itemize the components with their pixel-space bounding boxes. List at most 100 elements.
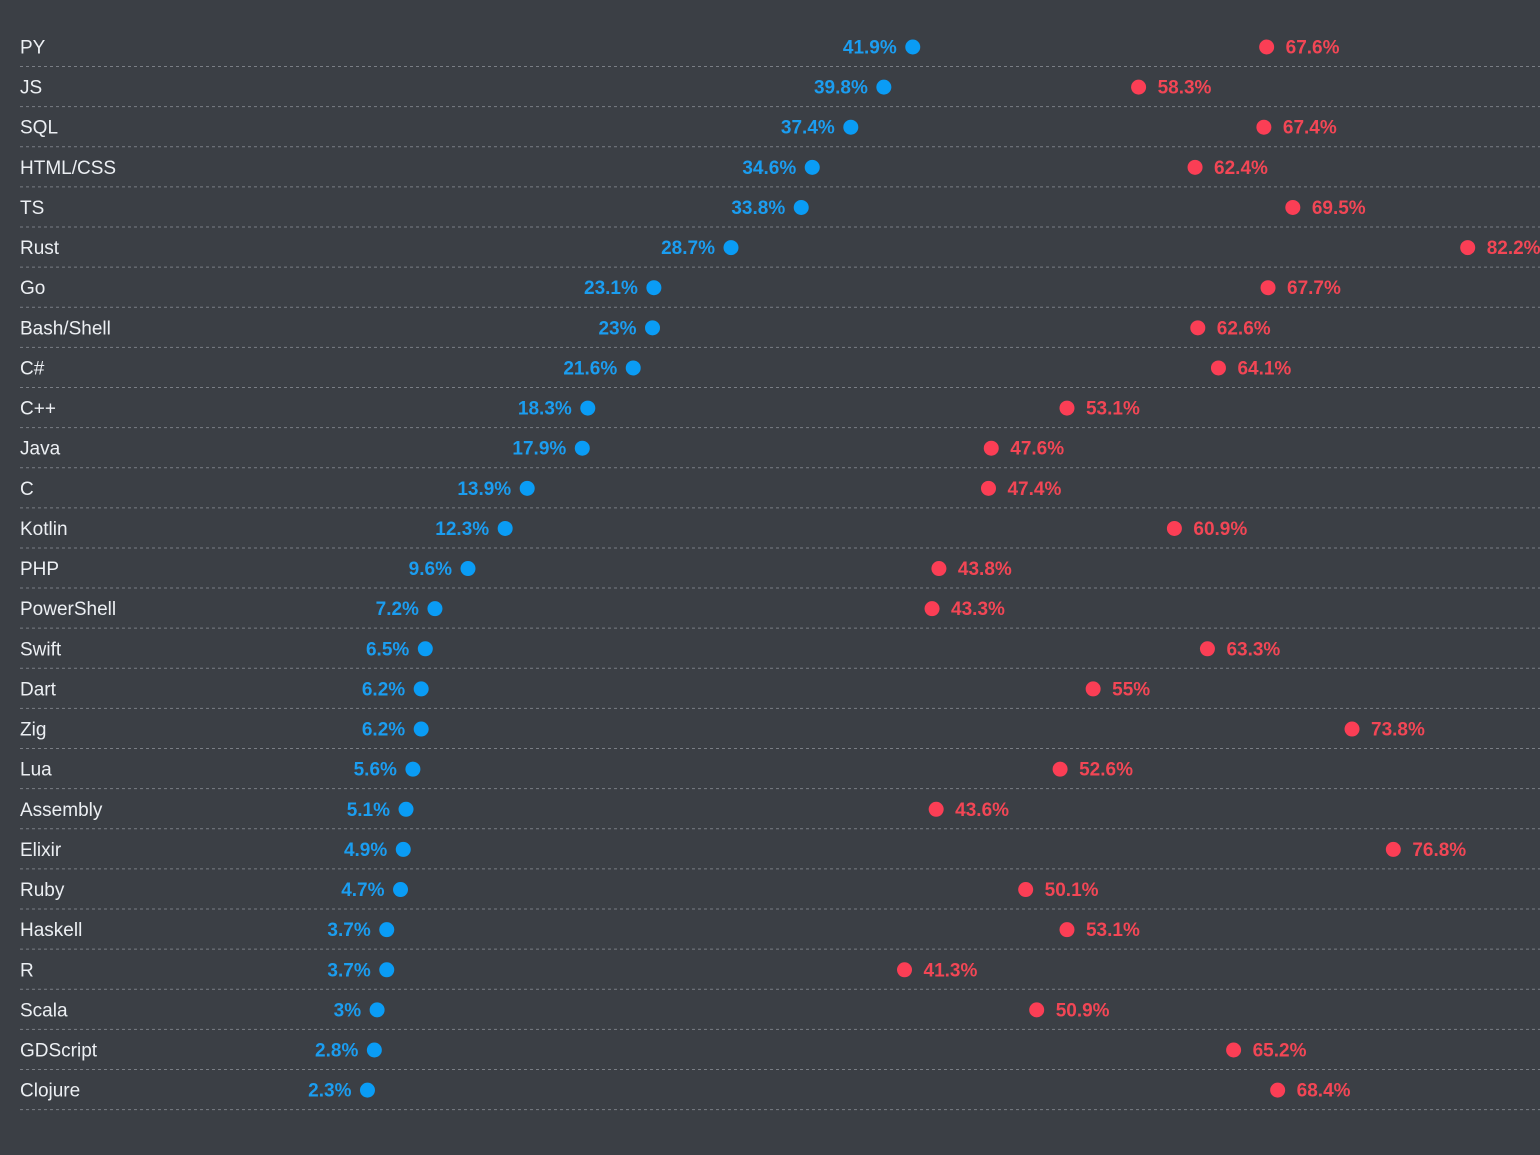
start-point xyxy=(417,641,433,657)
end-point xyxy=(1059,922,1075,938)
chart-row: GDScript 2.8% 65.2% xyxy=(20,1041,1540,1070)
start-point xyxy=(793,199,809,215)
start-point xyxy=(395,841,411,857)
chart-row: Lua 5.6% 52.6% xyxy=(20,760,1540,790)
end-value-label: 63.3% xyxy=(1226,639,1280,660)
start-point xyxy=(405,761,421,777)
category-label: Haskell xyxy=(20,920,82,941)
chart-row: Assembly 5.1% 43.6% xyxy=(20,800,1540,830)
end-value-label: 67.7% xyxy=(1287,278,1341,299)
chart-rows: PY 41.9% 67.6% JS 39.8% 58.3% SQL 37.4% 67.4% HTM… xyxy=(20,38,1540,1111)
chart-row: Swift 6.5% 63.3% xyxy=(20,639,1540,669)
end-point xyxy=(1344,721,1360,737)
start-point xyxy=(379,922,395,938)
category-label: C# xyxy=(20,358,45,379)
end-point xyxy=(1166,520,1182,536)
start-point xyxy=(398,801,414,817)
end-value-label: 50.9% xyxy=(1056,1000,1110,1021)
end-value-label: 65.2% xyxy=(1253,1041,1307,1062)
category-label: SQL xyxy=(20,118,58,139)
end-value-label: 76.8% xyxy=(1412,840,1466,861)
end-point xyxy=(983,440,999,456)
category-label: Swift xyxy=(20,639,62,660)
end-point xyxy=(1131,79,1147,95)
chart-row: Elixir 4.9% 76.8% xyxy=(20,840,1540,870)
chart-row: Kotlin 12.3% 60.9% xyxy=(20,519,1540,549)
chart-row: Zig 6.2% 73.8% xyxy=(20,720,1540,750)
chart-row: PHP 9.6% 43.8% xyxy=(20,559,1540,589)
start-value-label: 4.9% xyxy=(344,840,387,861)
end-point xyxy=(1270,1082,1286,1098)
end-point xyxy=(1029,1002,1045,1018)
start-value-label: 3.7% xyxy=(327,920,370,941)
category-label: Assembly xyxy=(20,800,103,821)
start-point xyxy=(379,962,395,978)
start-value-label: 3.7% xyxy=(327,960,370,981)
start-value-label: 6.2% xyxy=(362,679,405,700)
chart-row: Bash/Shell 23% 62.6% xyxy=(20,318,1540,348)
start-value-label: 6.2% xyxy=(362,720,405,741)
start-value-label: 41.9% xyxy=(843,38,897,59)
category-label: Go xyxy=(20,278,45,299)
start-value-label: 39.8% xyxy=(814,78,868,99)
end-value-label: 53.1% xyxy=(1086,920,1140,941)
start-value-label: 18.3% xyxy=(518,399,572,420)
start-point xyxy=(574,440,590,456)
end-point xyxy=(1226,1042,1242,1058)
start-point xyxy=(843,119,859,135)
start-point xyxy=(580,400,596,416)
start-point xyxy=(359,1082,375,1098)
end-point xyxy=(1260,280,1276,296)
category-label: Rust xyxy=(20,238,60,259)
chart-row: Scala 3% 50.9% xyxy=(20,1000,1540,1030)
category-label: PY xyxy=(20,38,46,59)
end-value-label: 69.5% xyxy=(1312,198,1366,219)
start-value-label: 4.7% xyxy=(341,880,384,901)
category-label: Dart xyxy=(20,679,57,700)
category-label: C xyxy=(20,479,34,500)
end-value-label: 58.3% xyxy=(1158,78,1212,99)
chart-row: HTML/CSS 34.6% 62.4% xyxy=(20,158,1540,188)
start-value-label: 5.1% xyxy=(347,800,390,821)
category-label: PHP xyxy=(20,559,59,580)
chart-row: PY 41.9% 67.6% xyxy=(20,38,1540,67)
start-value-label: 2.3% xyxy=(308,1081,351,1102)
end-point xyxy=(1190,320,1206,336)
start-point xyxy=(369,1002,385,1018)
end-value-label: 53.1% xyxy=(1086,399,1140,420)
end-value-label: 41.3% xyxy=(924,960,978,981)
chart-row: R 3.7% 41.3% xyxy=(20,960,1540,990)
start-value-label: 12.3% xyxy=(435,519,489,540)
category-label: PowerShell xyxy=(20,599,116,620)
chart-row: PowerShell 7.2% 43.3% xyxy=(20,599,1540,629)
start-value-label: 23.1% xyxy=(584,278,638,299)
start-value-label: 34.6% xyxy=(742,158,796,179)
category-label: Scala xyxy=(20,1000,68,1021)
end-point xyxy=(897,962,913,978)
start-point xyxy=(413,681,429,697)
category-label: Clojure xyxy=(20,1081,80,1102)
start-value-label: 7.2% xyxy=(376,599,419,620)
start-value-label: 37.4% xyxy=(781,118,835,139)
start-value-label: 9.6% xyxy=(409,559,452,580)
category-label: JS xyxy=(20,78,42,99)
chart-row: Go 23.1% 67.7% xyxy=(20,278,1540,308)
end-point xyxy=(1285,199,1301,215)
start-point xyxy=(645,320,661,336)
chart-row: Clojure 2.3% 68.4% xyxy=(20,1081,1540,1111)
end-value-label: 55% xyxy=(1112,679,1150,700)
start-point xyxy=(393,882,409,898)
start-point xyxy=(625,360,641,376)
end-value-label: 67.4% xyxy=(1283,118,1337,139)
start-point xyxy=(519,480,535,496)
start-point xyxy=(804,159,820,175)
end-point xyxy=(1018,882,1034,898)
start-point xyxy=(905,39,921,55)
category-label: Bash/Shell xyxy=(20,318,111,339)
start-value-label: 21.6% xyxy=(563,358,617,379)
start-point xyxy=(427,601,443,617)
category-label: Kotlin xyxy=(20,519,68,540)
end-value-label: 47.4% xyxy=(1007,479,1061,500)
end-point xyxy=(980,480,996,496)
end-value-label: 60.9% xyxy=(1193,519,1247,540)
